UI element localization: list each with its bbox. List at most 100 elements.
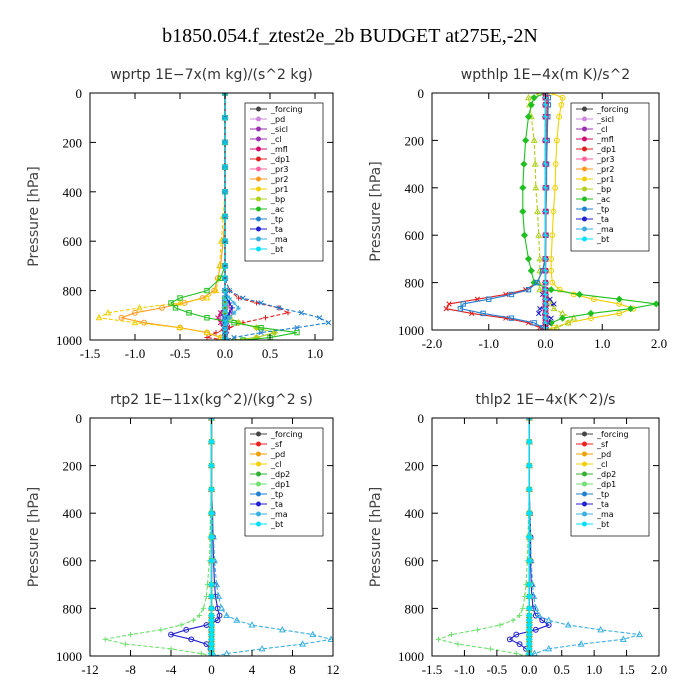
series-marker: [214, 617, 221, 624]
series-marker: [545, 645, 553, 652]
legend-label: _ac: [270, 205, 284, 214]
series-marker: [231, 334, 237, 340]
series-marker: [207, 533, 216, 541]
y-tick-label: 0: [76, 411, 83, 426]
series-marker: [556, 286, 563, 293]
legend-marker: [582, 176, 587, 182]
legend-label: _cl: [270, 460, 282, 469]
series-marker: [520, 231, 529, 239]
series-marker: [276, 305, 282, 311]
y-axis-label: Pressure [hPa]: [26, 166, 42, 266]
series-line: [527, 93, 575, 330]
series-marker: [229, 305, 235, 311]
series-marker: [525, 93, 532, 101]
series-marker: [270, 329, 279, 337]
series-marker: [619, 635, 627, 642]
series-marker: [223, 611, 231, 619]
series-marker: [207, 557, 216, 565]
series-marker: [95, 313, 103, 321]
legend-marker: [256, 166, 261, 172]
x-tick-label: 2.0: [651, 662, 667, 677]
panel-title: rtp2 1E−11x(kg^2)/(kg^2 s): [110, 392, 313, 408]
series-marker: [446, 301, 452, 307]
legend-label: _bp: [270, 195, 285, 204]
series-marker: [486, 296, 492, 302]
series-marker: [550, 208, 557, 215]
series-marker: [235, 295, 242, 301]
series-marker: [543, 209, 548, 214]
series-marker: [522, 136, 530, 144]
series-marker: [537, 306, 543, 312]
series-marker: [558, 314, 567, 322]
y-tick-label: 400: [405, 506, 425, 521]
legend-label: _bt: [596, 235, 609, 244]
series-marker: [527, 101, 535, 109]
legend-marker: [582, 216, 587, 222]
series-marker: [525, 485, 533, 493]
y-tick-label: 800: [63, 601, 83, 616]
legend-label: _ta: [596, 500, 609, 509]
legend-marker: [256, 471, 261, 477]
legend-marker: [256, 511, 261, 517]
series-marker: [636, 630, 643, 638]
legend-label: _tp: [270, 215, 283, 224]
legend-label: _ta: [596, 215, 609, 224]
legend: _forcing_sf_pd_cl_dp2_dp1_tp_ta_ma_bt: [570, 427, 650, 537]
series-marker: [543, 232, 548, 238]
series-marker: [258, 300, 264, 306]
series-marker: [525, 438, 533, 446]
plot-frame: [89, 92, 334, 341]
legend-marker: [582, 431, 587, 437]
series-marker: [525, 604, 533, 612]
series-marker: [204, 334, 210, 340]
series-marker: [548, 93, 555, 96]
series-marker: [460, 301, 466, 307]
series-marker: [188, 636, 195, 643]
y-tick-label: 200: [63, 459, 83, 474]
legend-marker: [582, 156, 587, 162]
series-marker: [520, 160, 528, 168]
legend-label: _pd: [270, 115, 285, 124]
series-marker: [506, 636, 513, 643]
series-marker: [510, 617, 516, 623]
series-marker: [222, 213, 228, 220]
series-marker: [553, 137, 560, 144]
legend-marker: [582, 461, 587, 467]
series-marker: [172, 305, 179, 311]
legend-label: _pd: [270, 450, 285, 459]
legend-marker: [582, 491, 587, 497]
series-marker: [457, 305, 464, 312]
legend-label: _forcing: [270, 105, 303, 114]
panel-title: wprtp 1E−7x(m kg)/(s^2 kg): [110, 67, 313, 83]
series-marker: [534, 279, 540, 286]
series-marker: [536, 310, 542, 317]
series-marker: [564, 319, 572, 326]
series-marker: [236, 305, 241, 311]
legend-marker: [582, 511, 587, 517]
y-axis-label: Pressure [hPa]: [26, 487, 42, 587]
legend-label: _mfl: [270, 145, 288, 154]
series-marker: [212, 286, 220, 294]
x-tick-label: 1.0: [586, 662, 602, 677]
series-marker: [178, 622, 184, 628]
series-marker: [552, 161, 559, 168]
legend-label: _ma: [596, 225, 614, 234]
series-marker: [543, 296, 548, 302]
x-tick-label: 0.5: [554, 662, 570, 677]
legend-label: _dp1: [270, 480, 290, 489]
legend-label: _pr3: [270, 165, 288, 174]
series-marker: [207, 604, 216, 612]
series-line: [445, 93, 548, 330]
x-tick-label: 1.0: [594, 336, 610, 351]
legend-label: _pr3: [596, 155, 614, 164]
series-group: [102, 418, 333, 656]
series-marker: [316, 315, 323, 321]
panel-3: rtp2 1E−11x(kg^2)/(kg^2 s) Pressure [hPa]…: [26, 392, 340, 677]
series-marker: [325, 320, 332, 326]
series-marker: [204, 287, 210, 294]
series-marker: [218, 604, 226, 611]
x-tick-label: -1.0: [478, 336, 499, 351]
series-marker: [222, 139, 228, 146]
series-marker: [480, 310, 486, 317]
